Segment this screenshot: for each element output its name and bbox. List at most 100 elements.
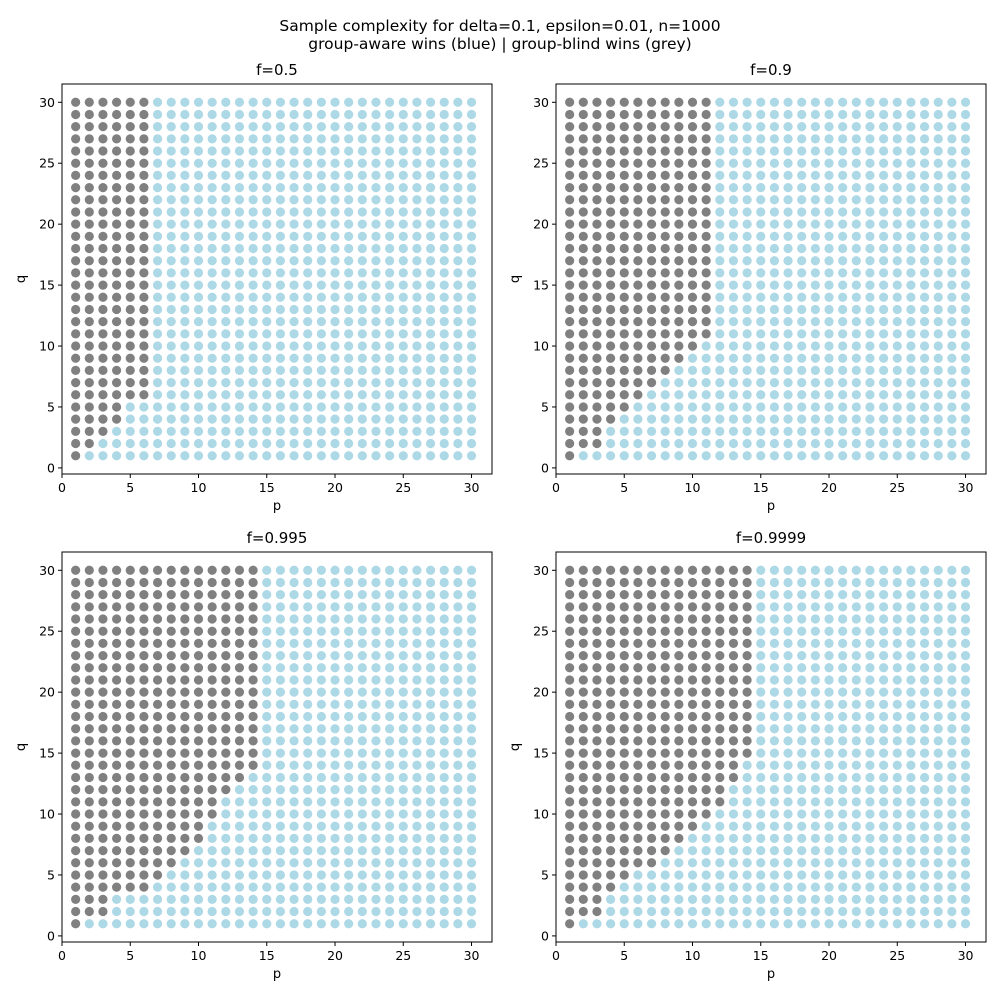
point-group-aware	[960, 451, 971, 461]
point-group-aware	[892, 833, 902, 844]
point-group-blind	[234, 748, 245, 758]
point-group-aware	[728, 870, 739, 880]
point-group-blind	[84, 736, 94, 746]
point-group-aware	[851, 590, 861, 600]
point-group-aware	[919, 97, 930, 107]
point-group-blind	[248, 614, 258, 624]
point-group-blind	[578, 122, 588, 132]
point-group-aware	[674, 894, 684, 904]
point-group-blind	[578, 760, 588, 770]
point-group-aware	[425, 870, 436, 880]
point-group-aware	[398, 292, 408, 302]
point-group-aware	[385, 280, 395, 290]
point-group-blind	[687, 317, 698, 327]
point-group-aware	[425, 122, 436, 132]
point-group-blind	[646, 724, 657, 734]
point-group-aware	[193, 170, 204, 181]
point-group-aware	[933, 711, 943, 722]
point-group-aware	[728, 919, 739, 929]
point-group-blind	[125, 772, 135, 783]
point-group-aware	[728, 182, 739, 193]
point-group-aware	[193, 365, 204, 376]
point-group-aware	[303, 182, 313, 193]
y-tick-label: 15	[533, 746, 549, 761]
point-group-blind	[701, 711, 711, 722]
point-group-aware	[742, 109, 752, 120]
point-group-aware	[947, 231, 957, 241]
point-group-aware	[344, 207, 354, 217]
point-group-blind	[207, 638, 217, 649]
point-group-aware	[947, 614, 957, 624]
point-group-blind	[166, 565, 176, 575]
point-group-blind	[687, 146, 698, 156]
point-group-aware	[783, 377, 793, 388]
point-group-aware	[810, 182, 820, 193]
point-group-aware	[248, 772, 258, 783]
point-group-blind	[592, 97, 602, 107]
point-group-aware	[316, 134, 326, 144]
point-group-aware	[947, 402, 957, 412]
point-group-aware	[234, 833, 245, 844]
point-group-aware	[742, 894, 752, 904]
point-group-aware	[275, 699, 286, 709]
point-group-aware	[357, 317, 367, 327]
point-group-aware	[947, 785, 957, 795]
point-group-aware	[234, 304, 245, 315]
point-group-aware	[783, 785, 793, 795]
point-group-blind	[674, 675, 684, 685]
point-group-aware	[344, 134, 354, 144]
point-group-blind	[660, 785, 670, 795]
point-group-aware	[316, 219, 326, 229]
point-group-blind	[84, 785, 94, 795]
point-group-aware	[769, 906, 780, 917]
point-group-blind	[578, 699, 588, 709]
point-group-aware	[824, 833, 834, 844]
point-group-aware	[783, 243, 793, 254]
point-group-aware	[453, 195, 463, 205]
point-group-blind	[180, 565, 190, 575]
point-group-aware	[303, 821, 313, 831]
point-group-blind	[687, 170, 698, 181]
point-group-blind	[646, 797, 657, 807]
point-group-aware	[865, 451, 875, 461]
point-group-blind	[565, 109, 575, 120]
point-group-blind	[742, 748, 752, 758]
point-group-aware	[453, 280, 463, 290]
point-group-aware	[371, 195, 381, 205]
point-group-aware	[152, 134, 163, 144]
point-group-blind	[565, 650, 575, 661]
point-group-blind	[98, 402, 108, 412]
point-group-blind	[139, 219, 149, 229]
point-group-aware	[248, 207, 258, 217]
point-group-blind	[592, 256, 602, 266]
point-group-aware	[425, 109, 436, 120]
point-group-aware	[466, 638, 477, 649]
point-group-aware	[824, 158, 834, 168]
point-group-aware	[633, 426, 643, 436]
y-tick-label: 0	[541, 460, 549, 475]
point-group-aware	[769, 797, 780, 807]
point-group-blind	[606, 402, 616, 412]
point-group-aware	[344, 414, 354, 424]
point-group-aware	[275, 182, 286, 193]
point-group-blind	[71, 797, 81, 807]
point-group-blind	[701, 329, 711, 339]
point-group-blind	[578, 845, 588, 856]
point-group-aware	[960, 134, 971, 144]
point-group-aware	[919, 304, 930, 315]
point-group-aware	[412, 158, 422, 168]
point-group-blind	[193, 748, 204, 758]
point-group-aware	[742, 365, 752, 376]
point-group-aware	[125, 906, 135, 917]
point-group-aware	[357, 341, 367, 351]
point-group-aware	[453, 748, 463, 758]
point-group-aware	[357, 353, 367, 363]
x-tick-label: 25	[889, 948, 905, 963]
point-group-aware	[316, 590, 326, 600]
point-group-blind	[166, 650, 176, 661]
point-group-aware	[316, 256, 326, 266]
point-group-blind	[606, 134, 616, 144]
point-group-aware	[425, 390, 436, 400]
point-group-aware	[810, 711, 820, 722]
point-group-aware	[919, 170, 930, 181]
